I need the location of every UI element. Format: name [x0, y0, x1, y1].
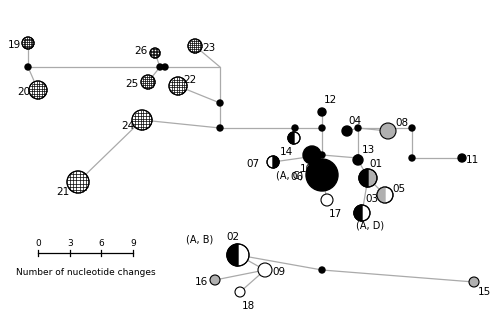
- Polygon shape: [377, 187, 385, 203]
- Polygon shape: [273, 156, 279, 168]
- Circle shape: [409, 125, 415, 131]
- Text: 13: 13: [362, 145, 374, 155]
- Text: (A, C): (A, C): [276, 170, 303, 180]
- Text: 08: 08: [396, 118, 408, 128]
- Circle shape: [303, 146, 321, 164]
- Circle shape: [227, 244, 249, 266]
- Text: 26: 26: [134, 46, 147, 56]
- Circle shape: [258, 263, 272, 277]
- Text: 14: 14: [280, 147, 292, 157]
- Circle shape: [318, 108, 326, 116]
- Circle shape: [469, 277, 479, 287]
- Text: 01: 01: [370, 159, 382, 169]
- Text: (A, B): (A, B): [186, 235, 214, 245]
- Circle shape: [292, 125, 298, 131]
- Circle shape: [359, 169, 377, 187]
- Circle shape: [355, 125, 361, 131]
- Circle shape: [25, 64, 31, 70]
- Circle shape: [141, 75, 155, 89]
- Circle shape: [210, 275, 220, 285]
- Circle shape: [377, 187, 393, 203]
- Circle shape: [319, 267, 325, 273]
- Circle shape: [162, 64, 168, 70]
- Circle shape: [67, 171, 89, 193]
- Text: 20: 20: [18, 87, 30, 97]
- Circle shape: [342, 126, 352, 136]
- Text: 11: 11: [466, 155, 478, 165]
- Text: 3: 3: [67, 239, 72, 248]
- Circle shape: [355, 155, 361, 161]
- Circle shape: [321, 194, 333, 206]
- Text: 04: 04: [348, 116, 362, 126]
- Circle shape: [217, 125, 223, 131]
- Circle shape: [458, 154, 466, 162]
- Text: 23: 23: [202, 43, 215, 53]
- Circle shape: [235, 287, 245, 297]
- Circle shape: [409, 155, 415, 161]
- Polygon shape: [288, 132, 294, 144]
- Circle shape: [169, 77, 187, 95]
- Text: 9: 9: [130, 239, 136, 248]
- Circle shape: [217, 100, 223, 106]
- Text: (A, D): (A, D): [356, 221, 384, 231]
- Circle shape: [29, 81, 47, 99]
- Polygon shape: [354, 205, 362, 221]
- Circle shape: [306, 159, 338, 191]
- Circle shape: [353, 155, 363, 165]
- Text: 05: 05: [392, 184, 406, 194]
- Circle shape: [319, 125, 325, 131]
- Polygon shape: [359, 169, 368, 187]
- Circle shape: [267, 156, 279, 168]
- Text: 6: 6: [98, 239, 104, 248]
- Text: 16: 16: [194, 277, 207, 287]
- Circle shape: [157, 64, 163, 70]
- Text: 02: 02: [226, 232, 239, 242]
- Text: 24: 24: [122, 121, 134, 131]
- Text: 18: 18: [242, 301, 254, 311]
- Text: 12: 12: [324, 95, 336, 105]
- Text: 0: 0: [35, 239, 41, 248]
- Polygon shape: [227, 244, 238, 266]
- Circle shape: [288, 132, 300, 144]
- Text: 03: 03: [366, 194, 378, 204]
- Text: 07: 07: [246, 159, 260, 169]
- Circle shape: [132, 110, 152, 130]
- Text: 06: 06: [290, 172, 304, 182]
- Text: 25: 25: [126, 79, 138, 89]
- Text: 09: 09: [272, 267, 285, 277]
- Circle shape: [22, 37, 34, 49]
- Text: 15: 15: [478, 287, 490, 297]
- Text: Number of nucleotide changes: Number of nucleotide changes: [16, 268, 156, 277]
- Text: 19: 19: [8, 40, 20, 50]
- Text: 17: 17: [328, 209, 342, 219]
- Circle shape: [188, 39, 202, 53]
- Text: 10: 10: [300, 164, 312, 174]
- Text: 22: 22: [184, 75, 196, 85]
- Circle shape: [319, 152, 325, 158]
- Circle shape: [380, 123, 396, 139]
- Circle shape: [150, 48, 160, 58]
- Circle shape: [354, 205, 370, 221]
- Text: 21: 21: [56, 187, 70, 197]
